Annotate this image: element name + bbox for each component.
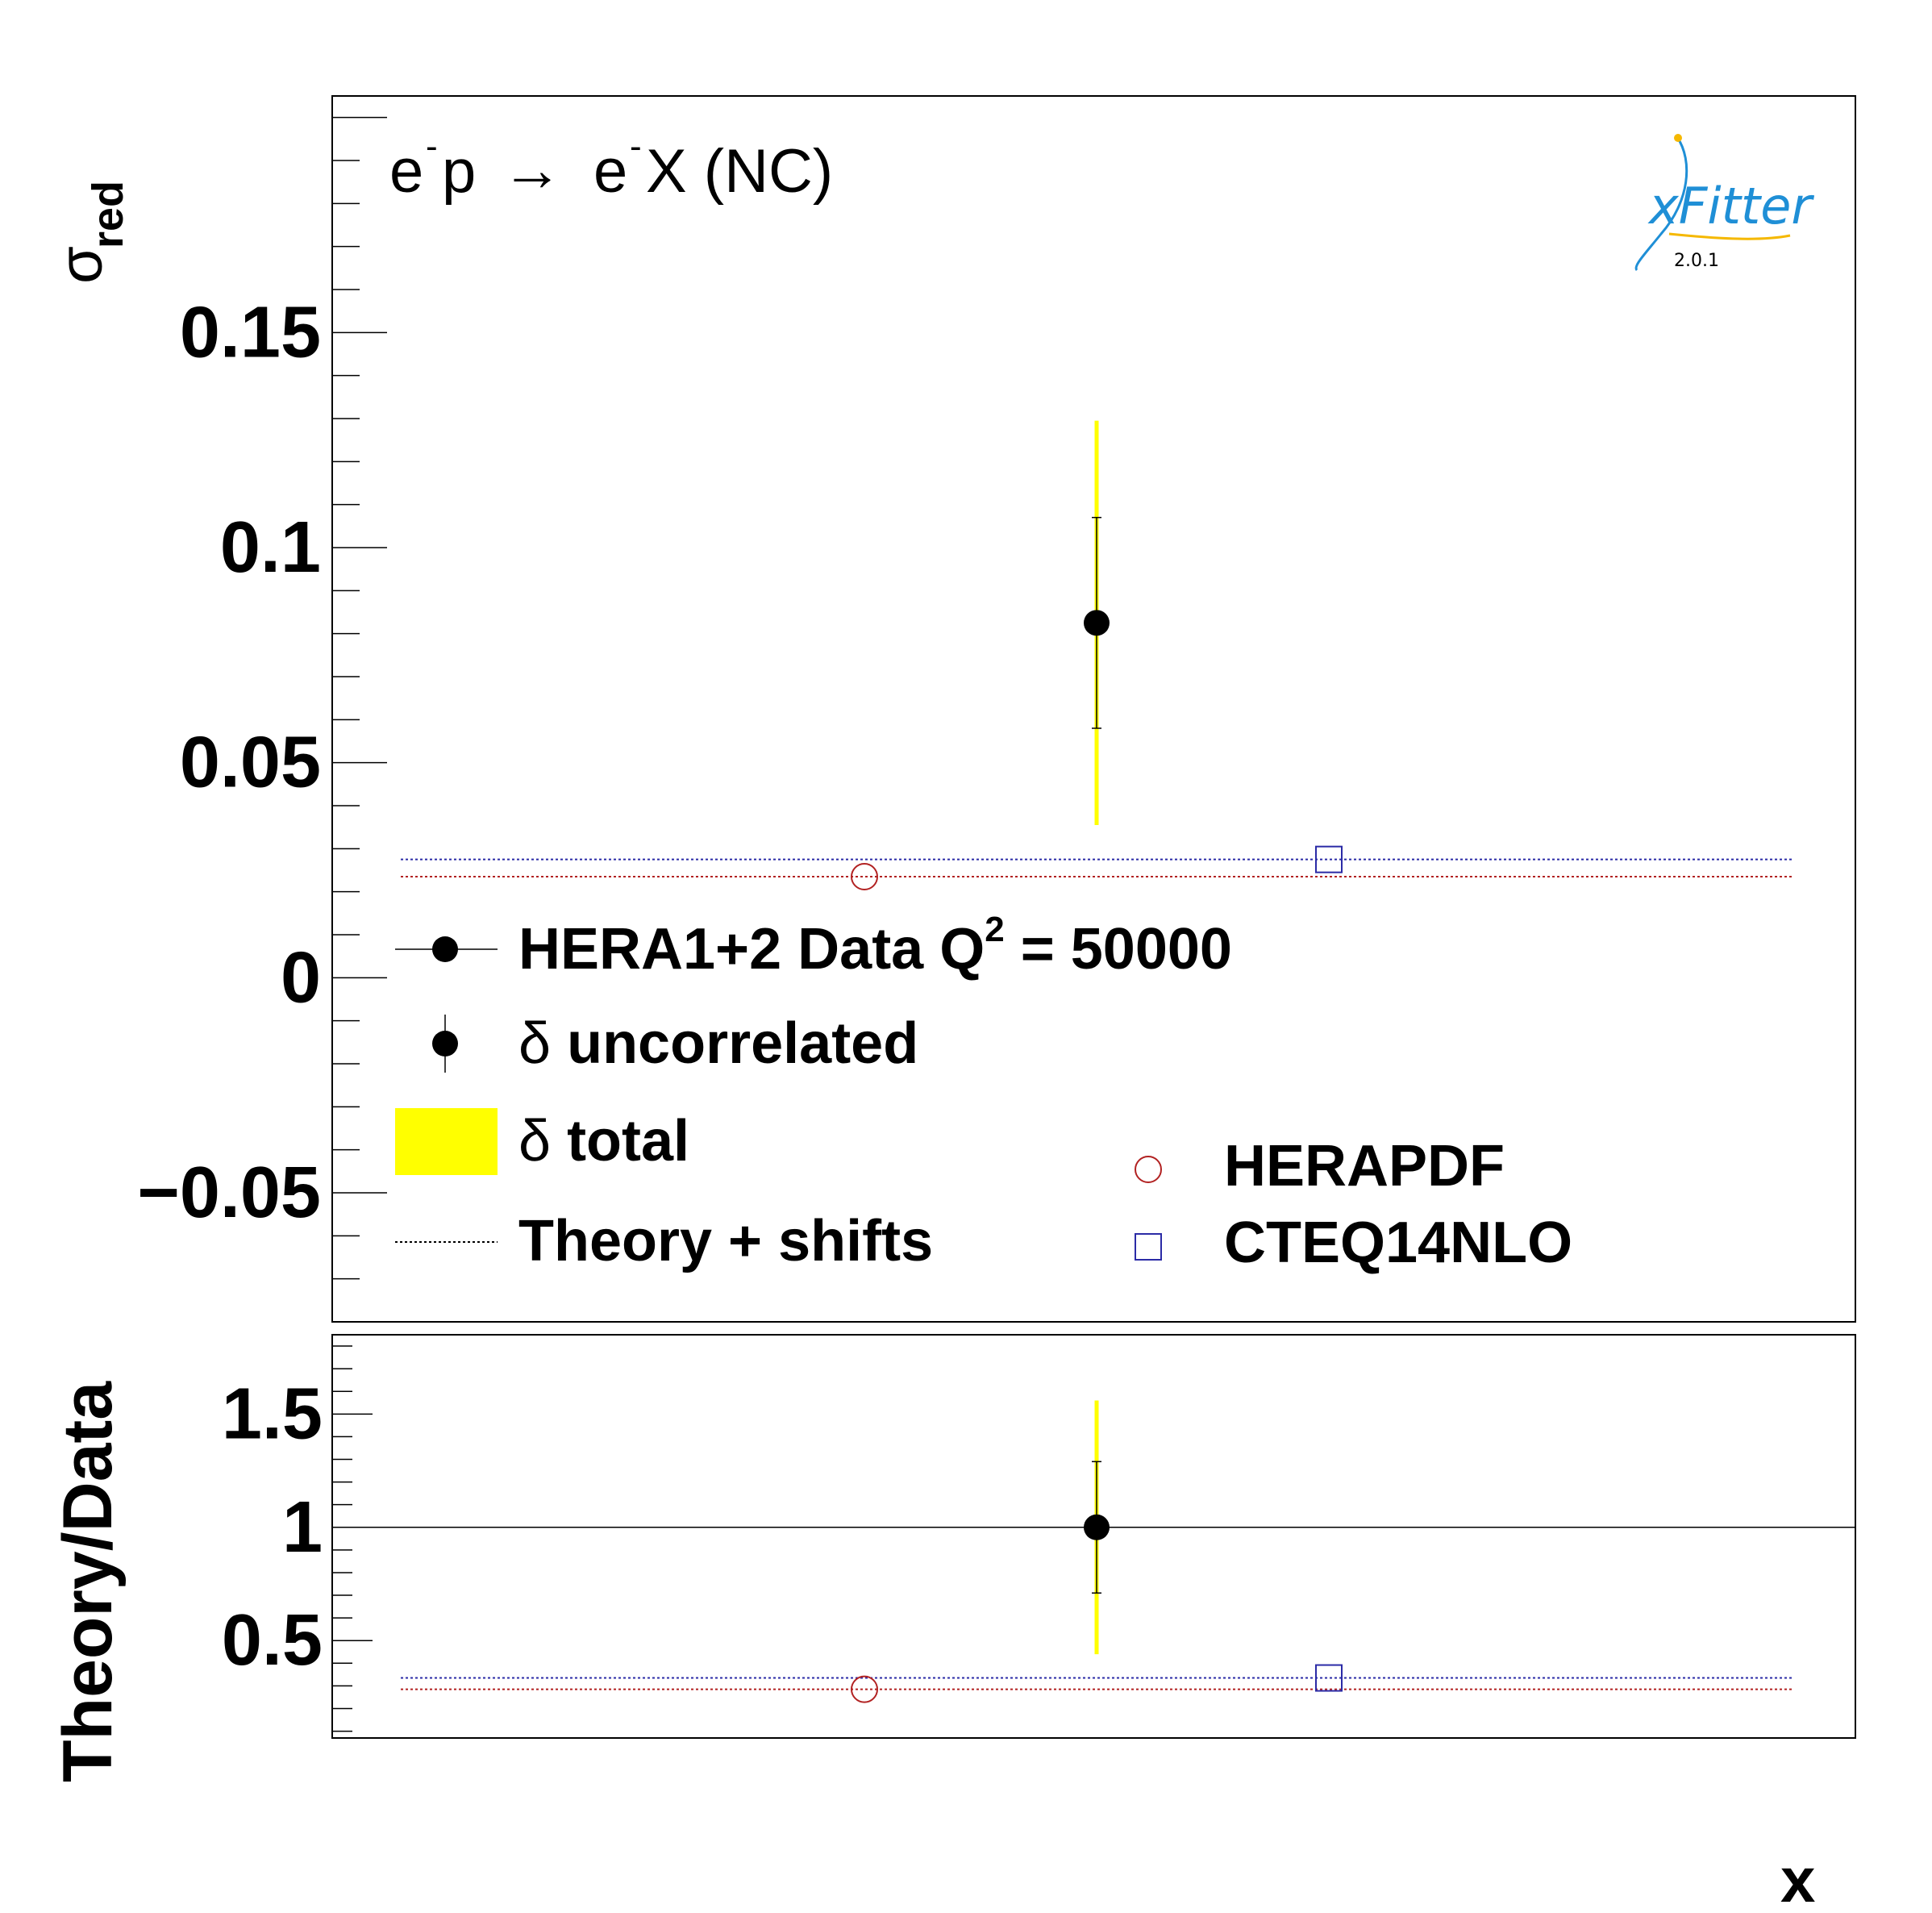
xfitter-logo: xFitter 2.0.1 [1634,134,1814,272]
process-sup2: - [630,127,642,166]
main-y-tick-label: −0.05 [137,1152,321,1233]
process-e1: e [389,137,423,206]
legend-total-swatch [395,1108,498,1175]
logo-curve-2 [1668,232,1791,240]
legend: HERA1+2 Data Q2 = 50000 δ uncorrelated δ… [395,910,1572,1275]
legend-herapdf-marker [1135,1156,1162,1183]
legend-data-marker [432,936,458,962]
logo-version: 2.0.1 [1674,251,1719,271]
process-sup1: - [426,127,438,166]
logo-dot [1674,134,1682,142]
legend-cteq-marker [1135,1233,1162,1261]
legend-herapdf-label: HERAPDF [1224,1134,1505,1198]
main-frame [331,95,1856,1323]
main-y-tick-label: 0.05 [180,723,321,803]
ratio-frame [331,1334,1856,1739]
ratio-data-point [1084,1514,1110,1540]
main-y-tick-label: 0 [281,937,321,1018]
ratio-y-tick-label: 1.5 [222,1373,323,1454]
ratio-y-tick-label: 0.5 [222,1600,323,1681]
x-axis-label: x [1780,1844,1815,1913]
main-cteq-marker [1315,845,1343,873]
legend-uncorrelated-marker [432,1031,458,1057]
logo-curve-1 [1634,136,1688,272]
ratio-cteq-marker [1315,1664,1343,1692]
ratio-herapdf-marker [851,1675,878,1703]
process-p: p [442,137,476,206]
logo-text: xFitter [1647,177,1814,235]
main-y-tick-label: 0.1 [220,507,321,588]
ratio-y-axis-label: Theory/Data [49,1381,127,1782]
process-arrow: → [502,135,563,204]
legend-uncorrelated-label: δ uncorrelated [518,1011,918,1076]
legend-data-label: HERA1+2 Data Q2 = 50000 [518,910,1232,982]
ratio-y-tick-labels: 1.5 1 0.5 [222,1373,323,1681]
ratio-y-tick-label: 1 [282,1487,323,1568]
legend-total-label: δ total [518,1109,689,1173]
ratio-panel: 1.5 1 0.5 Theory/Data x [49,1334,1856,1913]
main-y-tick-label: 0.15 [180,292,321,373]
main-data-point [1084,610,1110,636]
main-y-ticks [332,116,387,1323]
y-label-sigma: σ [47,246,115,284]
main-y-tick-labels: 0.15 0.1 0.05 0 −0.05 [137,292,321,1233]
main-panel: 0.15 0.1 0.05 0 −0.05 σ red e - p → e - X (N… [47,95,1856,1323]
process-title: e - p → e - X (NC) [389,127,833,206]
legend-cteq-label: CTEQ14NLO [1224,1211,1572,1275]
process-rest: X (NC) [646,137,833,206]
y-label-subscript: red [84,181,132,248]
legend-theory-label: Theory + shifts [518,1209,933,1273]
process-e2: e [593,137,627,206]
ratio-y-ticks [332,1345,373,1732]
main-herapdf-marker [851,863,878,890]
main-y-axis-label: σ red [47,181,132,284]
